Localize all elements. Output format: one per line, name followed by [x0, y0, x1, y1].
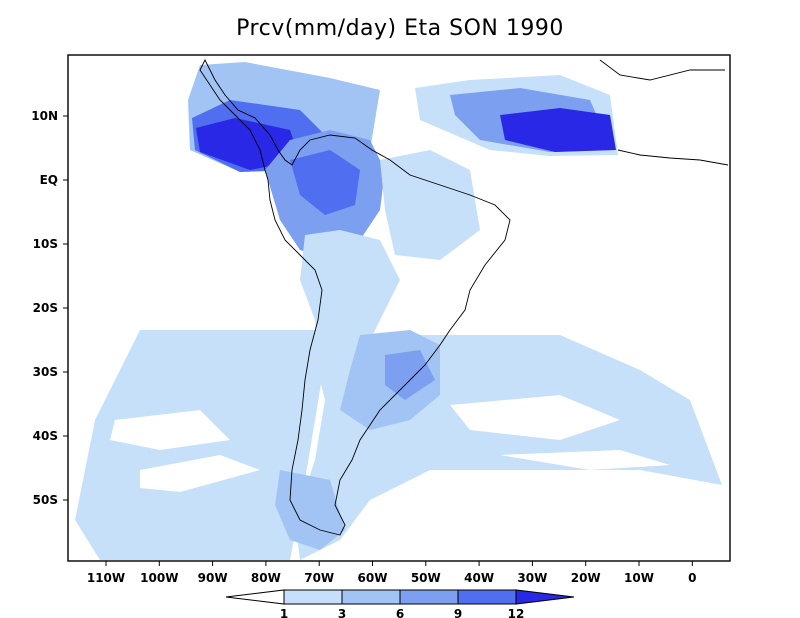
coastlines [199, 58, 729, 536]
colorbar-segment [225, 589, 285, 605]
longitude-tick-label: 20W [571, 571, 601, 585]
longitude-tick-label: 40W [464, 571, 494, 585]
colorbar-label: 1 [280, 607, 288, 618]
longitude-tick-label: 70W [304, 571, 334, 585]
latitude-tick-label: 30S [33, 365, 58, 379]
longitude-tick-label: 90W [198, 571, 228, 585]
colorbar-segment [515, 589, 575, 605]
colorbar-label: 6 [396, 607, 404, 618]
latitude-tick-label: 10N [31, 109, 58, 123]
colorbar-segment [457, 589, 517, 605]
colorbar-label: 9 [454, 607, 462, 618]
longitude-tick-label: 0 [688, 571, 696, 585]
latitude-axis: 10N EQ 10S 20S 30S 40S 50S [31, 109, 68, 507]
longitude-tick-label: 100W [140, 571, 178, 585]
precipitation-field [75, 62, 722, 560]
colorbar-segment [341, 589, 401, 605]
longitude-axis: 110W 100W 90W 80W 70W 60W 50W 40W 30W 20W 10W 0 [87, 561, 696, 585]
longitude-tick-label: 60W [358, 571, 388, 585]
colorbar-label: 3 [338, 607, 346, 618]
latitude-tick-label: 50S [33, 493, 58, 507]
latitude-tick-label: 40S [33, 429, 58, 443]
longitude-tick-label: 110W [87, 571, 125, 585]
longitude-tick-label: 10W [624, 571, 654, 585]
longitude-tick-label: 80W [251, 571, 281, 585]
colorbar-segment [283, 589, 343, 605]
colorbar: 1 3 6 9 12 [225, 589, 575, 618]
latitude-tick-label: 20S [33, 301, 58, 315]
longitude-tick-label: 30W [517, 571, 547, 585]
colorbar-label: 12 [508, 607, 525, 618]
map-title: Prcv(mm/day) Eta SON 1990 [236, 16, 564, 41]
latitude-tick-label: 10S [33, 237, 58, 251]
latitude-tick-label: EQ [40, 173, 58, 187]
longitude-tick-label: 50W [411, 571, 441, 585]
colorbar-segment [399, 589, 459, 605]
